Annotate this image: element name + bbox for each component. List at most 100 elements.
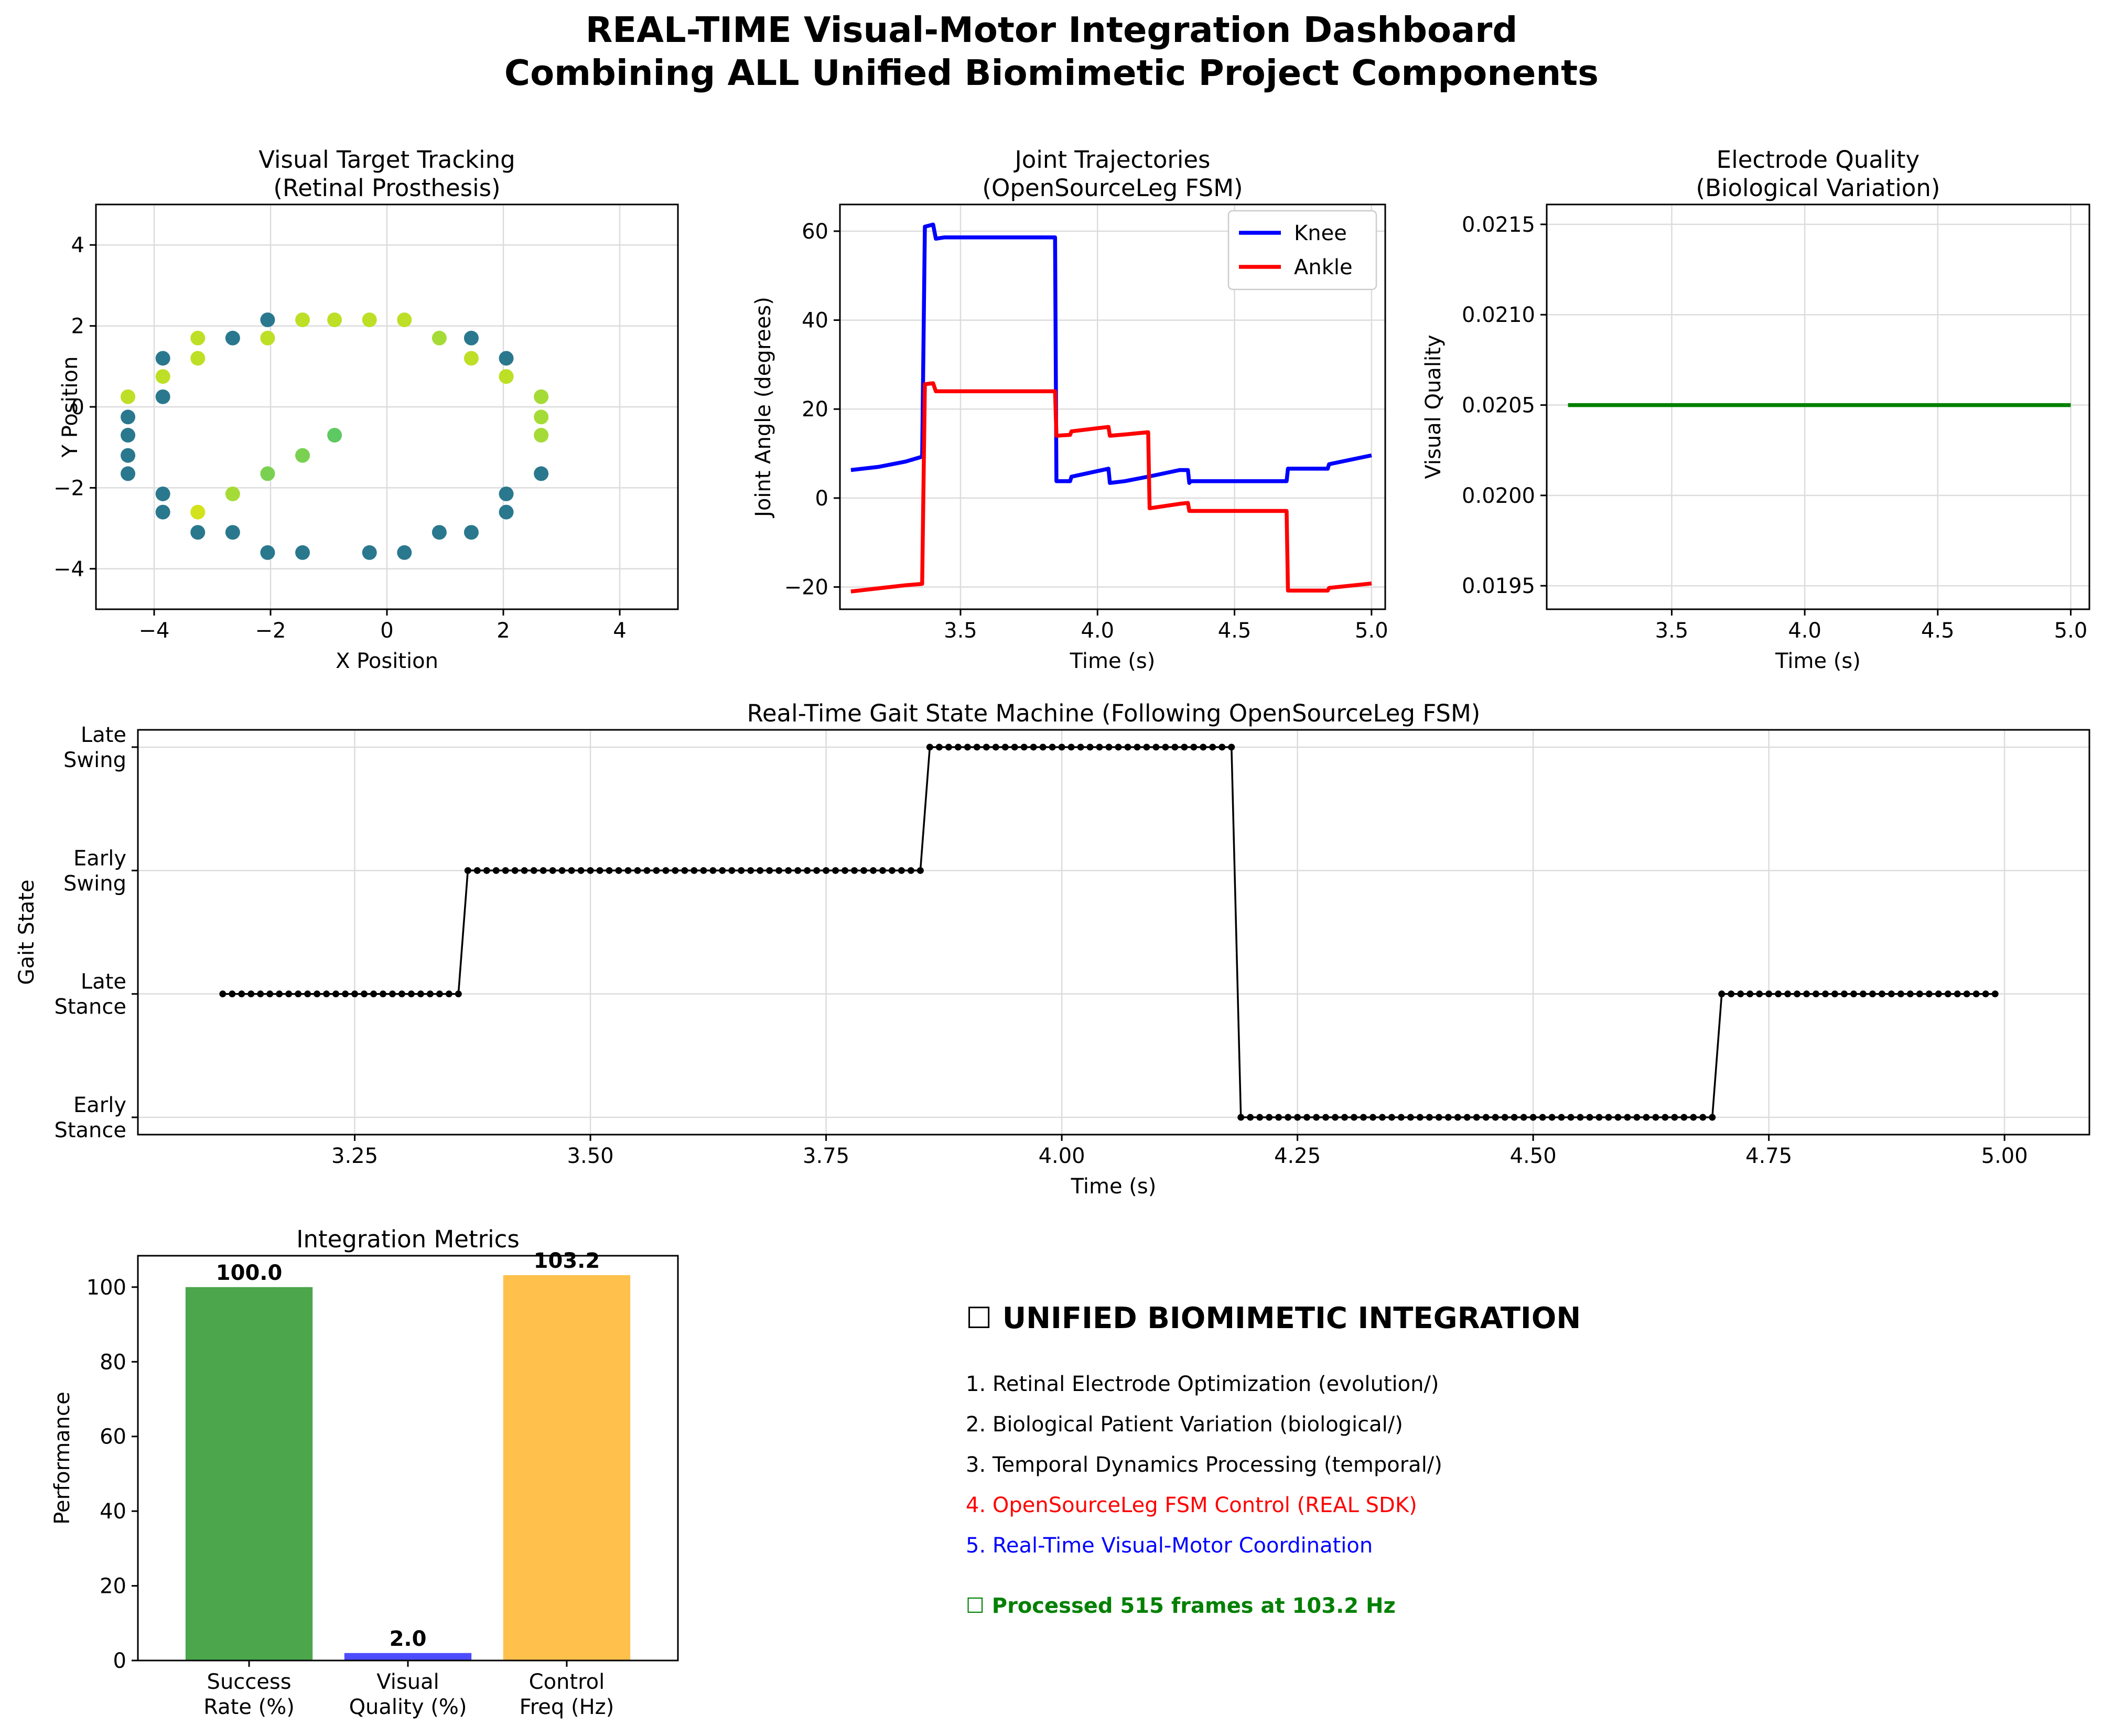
y-axis-label: Joint Angle (degrees) <box>751 297 775 519</box>
gait-state-marker <box>1397 1114 1405 1121</box>
gait-state-marker <box>691 867 698 874</box>
gait-state-marker <box>1982 990 1989 998</box>
gait-state-marker <box>606 867 613 874</box>
gait-state-marker <box>1341 1114 1349 1121</box>
x-tick-label: 5.0 <box>2054 619 2088 643</box>
gait-state-marker <box>1020 743 1028 751</box>
gait-state-marker <box>502 867 509 874</box>
gait-state-marker <box>295 990 302 998</box>
gait-state-marker <box>473 867 481 874</box>
gait-state-marker <box>351 990 359 998</box>
legend-label: Knee <box>1294 221 1347 245</box>
gait-state-marker <box>1058 743 1065 751</box>
summary-item-1: 1. Retinal Electrode Optimization (evolu… <box>966 1372 1439 1396</box>
y-tick-label: 60 <box>802 220 828 244</box>
legend-box <box>1227 210 1377 290</box>
gait-state-marker <box>1954 990 1961 998</box>
gait-state-marker <box>1435 1114 1442 1121</box>
gait-state-marker <box>1369 1114 1376 1121</box>
gait-state-marker <box>1067 743 1075 751</box>
scatter-point <box>534 409 549 425</box>
gait-state-marker <box>813 867 821 874</box>
gait-state-marker <box>540 867 547 874</box>
scatter-point <box>463 351 479 366</box>
x-tick-label: 3.5 <box>1655 619 1689 643</box>
y-tick-label: Early Stance <box>54 1093 126 1142</box>
summary-item-2: 2. Biological Patient Variation (biologi… <box>966 1412 1403 1437</box>
y-axis-label: Visual Quality <box>1421 335 1446 479</box>
gait-state-marker <box>1228 743 1235 751</box>
y-tick-label: −20 <box>784 576 828 600</box>
x-tick-label: 3.25 <box>331 1144 378 1168</box>
y-tick-label: 40 <box>100 1500 126 1524</box>
scatter-point <box>463 330 479 346</box>
gait-state-marker <box>577 867 585 874</box>
gait-state-marker <box>1482 1114 1490 1121</box>
scatter-point <box>260 466 275 481</box>
x-tick-label: 3.75 <box>803 1144 849 1168</box>
gait-state-marker <box>1728 990 1735 998</box>
y-tick-label: 4 <box>71 233 84 257</box>
x-axis-label: Time (s) <box>1071 1174 1157 1199</box>
scatter-point <box>499 486 514 501</box>
y-tick-label: 0.0195 <box>1462 574 1535 598</box>
gait-state-marker <box>407 990 415 998</box>
gait-state-marker <box>1548 1114 1556 1121</box>
y-tick-label: 0 <box>71 395 84 419</box>
gait-state-marker <box>1577 1114 1584 1121</box>
y-tick-label: −4 <box>53 557 84 581</box>
gait-state-marker <box>1765 990 1773 998</box>
x-tick-label: 3.5 <box>944 619 977 643</box>
gait-state-marker <box>379 990 386 998</box>
x-tick-label: −2 <box>255 619 286 643</box>
y-tick-label: 20 <box>100 1575 126 1599</box>
series-line-ankle <box>850 381 1372 594</box>
gait-state-marker <box>455 990 462 998</box>
scatter-point <box>432 330 447 346</box>
scatter-point <box>327 312 342 328</box>
gait-state-marker <box>1822 990 1829 998</box>
axes-frame <box>137 729 2090 1136</box>
gait-state-marker <box>1680 1114 1688 1121</box>
gait-state-marker <box>1567 1114 1574 1121</box>
gait-state-marker <box>672 867 679 874</box>
gait-state-marker <box>842 867 849 874</box>
gait-state-marker <box>1944 990 1951 998</box>
y-tick-label: 0.0215 <box>1462 213 1535 237</box>
gait-state-marker <box>766 867 773 874</box>
gait-state-marker <box>1096 743 1103 751</box>
chart-title: Real-Time Gait State Machine (Following … <box>747 699 1481 727</box>
chart-title: Electrode Quality (Biological Variation) <box>1696 146 1940 202</box>
bar-value-label: 2.0 <box>390 1627 427 1651</box>
gait-state-marker <box>1803 990 1810 998</box>
gait-state-marker <box>964 743 971 751</box>
scatter-point <box>225 330 240 346</box>
gait-state-marker <box>1784 990 1792 998</box>
y-axis-label: Y Position <box>58 357 82 458</box>
gait-state-marker <box>1332 1114 1339 1121</box>
y-tick-label: Late Swing <box>63 723 126 772</box>
x-tick-label: 2 <box>497 619 510 643</box>
gait-state-marker <box>888 867 896 874</box>
gait-state-marker <box>1520 1114 1527 1121</box>
x-tick-label: 4 <box>613 619 626 643</box>
gait-state-marker <box>1001 743 1009 751</box>
gait-state-marker <box>1463 1114 1471 1121</box>
scatter-point <box>397 545 412 560</box>
gait-state-marker <box>1200 743 1207 751</box>
gait-state-marker <box>719 867 726 874</box>
gait-state-marker <box>436 990 443 998</box>
x-tick-label: 5.00 <box>1981 1144 2028 1168</box>
gait-state-marker <box>323 990 330 998</box>
gait-state-marker <box>238 990 245 998</box>
gait-state-marker <box>1529 1114 1537 1121</box>
gait-state-marker <box>794 867 802 874</box>
y-tick-label: 20 <box>802 397 828 422</box>
gait-state-marker <box>596 867 603 874</box>
gait-state-marker <box>511 867 519 874</box>
gait-state-marker <box>1030 743 1037 751</box>
gait-state-marker <box>879 867 886 874</box>
gait-state-marker <box>747 867 754 874</box>
gait-state-marker <box>1746 990 1754 998</box>
bar-value-label: 100.0 <box>216 1261 283 1285</box>
